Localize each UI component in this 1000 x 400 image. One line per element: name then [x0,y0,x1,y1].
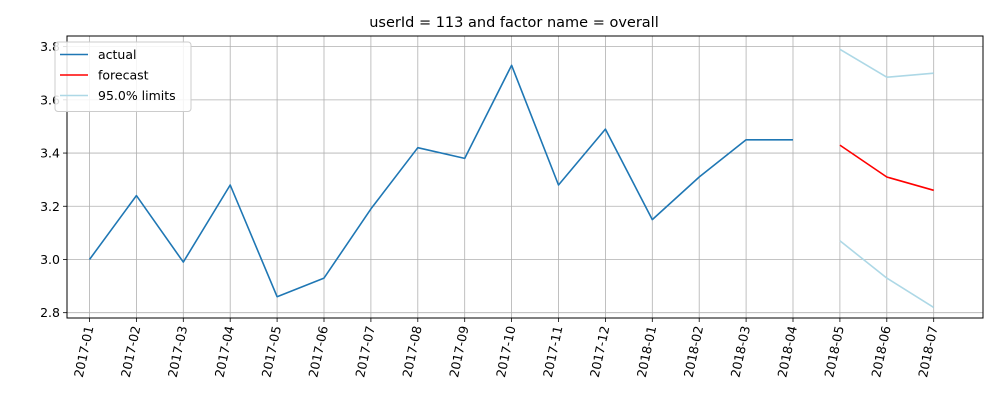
x-tick-label: 2018-07 [915,325,941,379]
x-tick-label: 2017-01 [71,325,97,379]
y-tick-label: 3.0 [40,252,60,267]
x-tick-label: 2018-02 [681,325,707,379]
chart-title: userId = 113 and factor name = overall [369,15,659,31]
y-tick-label: 3.2 [40,199,60,214]
legend: actual forecast 95.0% limits [54,41,192,112]
x-tick-label: 2018-01 [634,325,660,379]
x-tick-label: 2017-04 [212,324,238,378]
series-line-1 [839,144,934,192]
x-tick-label: 2017-03 [165,325,191,379]
x-tick-label: 2018-04 [774,324,800,378]
legend-label: forecast [98,68,149,83]
legend-box [54,41,192,112]
plot-frame [66,35,984,319]
y-tick-label: 2.8 [40,305,60,320]
x-tick-label: 2017-02 [118,325,144,379]
series-lines [88,48,935,309]
x-tick-label: 2018-03 [728,325,754,379]
series-line-3 [839,240,935,309]
legend-label: actual [98,47,137,62]
x-tick-label: 2018-05 [821,325,847,379]
x-tick-label: 2017-09 [446,324,472,378]
grid-lines [67,36,983,318]
x-tick-label: 2017-11 [540,325,566,379]
series-line-2 [839,48,934,78]
x-tick-label: 2017-10 [493,324,519,378]
x-tick-label: 2017-12 [587,325,613,379]
series-line-0 [88,64,793,298]
x-tick-label: 2017-05 [259,325,285,379]
x-axis: 2017-01 2017-02 2017-03 2017-04 2017-05 2017-… [71,318,941,379]
x-tick-label: 2017-07 [352,325,378,379]
x-tick-label: 2018-06 [868,324,894,378]
x-tick-label: 2017-06 [305,324,331,378]
x-tick-label: 2017-08 [399,324,425,378]
legend-label: 95.0% limits [98,88,176,103]
y-tick-label: 3.4 [40,146,60,161]
